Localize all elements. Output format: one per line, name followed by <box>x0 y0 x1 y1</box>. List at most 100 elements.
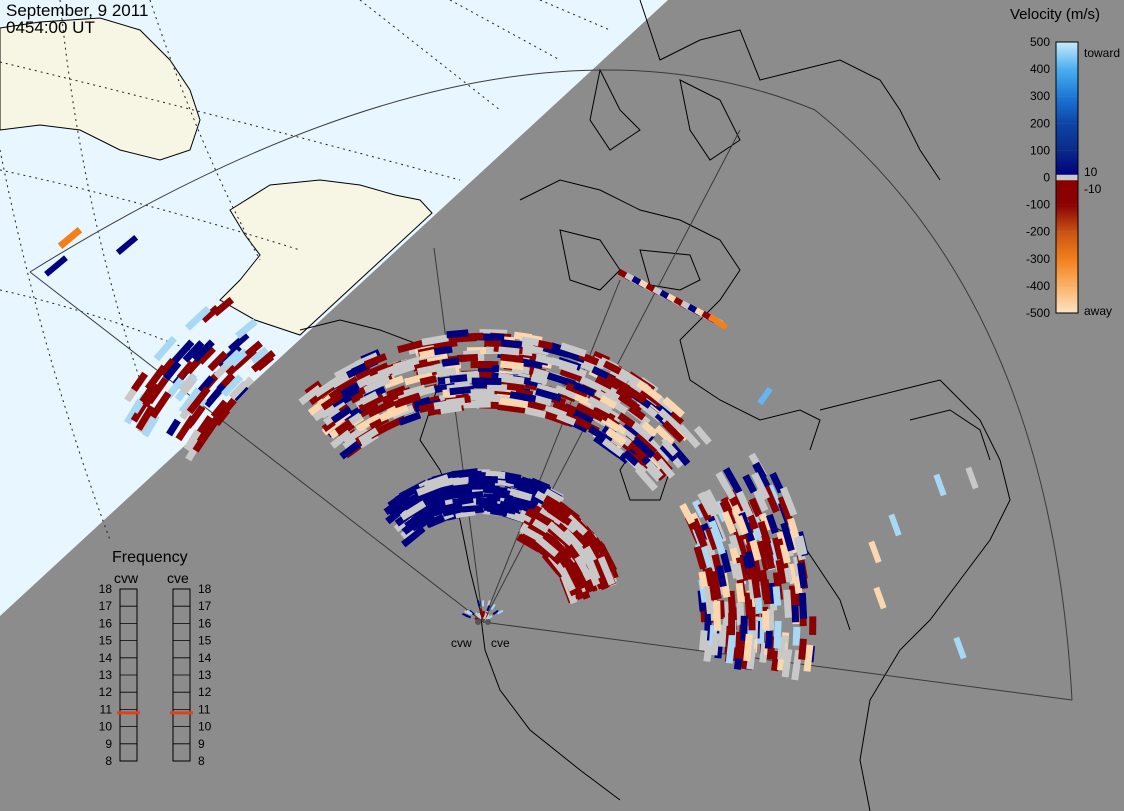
colorbar-segment <box>1056 69 1078 97</box>
date-label: September, 9 2011 <box>6 1 149 20</box>
velocity-cell <box>433 398 465 410</box>
frequency-tick-left: 11 <box>100 702 113 716</box>
velocity-cell <box>732 527 748 557</box>
velocity-cell <box>566 514 588 536</box>
velocity-cell <box>149 391 172 419</box>
velocity-cell <box>641 421 658 437</box>
velocity-cell <box>180 377 197 395</box>
velocity-cell <box>509 488 533 502</box>
velocity-cell <box>762 610 770 630</box>
velocity-cell <box>500 339 523 349</box>
velocity-cell <box>779 543 791 564</box>
velocity-cell <box>792 626 801 646</box>
velocity-cell <box>342 428 362 446</box>
velocity-cell <box>761 579 772 605</box>
velocity-cell <box>490 603 496 611</box>
velocity-cell <box>397 392 421 407</box>
colorbar-tick: -100 <box>1026 198 1050 212</box>
velocity-cell <box>593 557 612 589</box>
radar-site-cvw <box>475 619 481 625</box>
velocity-cell <box>728 612 736 636</box>
velocity-cell <box>359 391 379 406</box>
velocity-cell <box>748 497 763 518</box>
colorbar-tick: 0 <box>1043 171 1050 185</box>
velocity-cell <box>697 491 715 516</box>
radar-site-cve <box>485 619 491 625</box>
velocity-cell <box>521 336 540 347</box>
radar-label-cve: cve <box>491 636 510 650</box>
velocity-cell <box>708 581 719 601</box>
velocity-cell <box>564 350 586 364</box>
velocity-cell <box>358 427 379 444</box>
velocity-cell <box>345 362 370 379</box>
velocity-cell <box>397 339 426 354</box>
velocity-cell <box>500 353 524 363</box>
velocity-cell <box>419 375 438 386</box>
velocity-cell <box>456 353 479 363</box>
velocity-cell <box>633 433 658 456</box>
velocity-cell <box>550 357 579 372</box>
colorbar-segment <box>1056 96 1078 124</box>
frequency-tick-left: 18 <box>99 582 113 596</box>
velocity-cell <box>888 513 902 537</box>
velocity-cell <box>471 475 498 484</box>
velocity-cell <box>605 427 627 446</box>
frequency-tick-right: 14 <box>198 651 212 665</box>
velocity-cell <box>492 609 499 616</box>
velocity-cell <box>781 648 793 678</box>
velocity-cell <box>733 562 744 581</box>
velocity-cell <box>489 503 517 515</box>
velocity-cell <box>728 534 742 557</box>
velocity-cell <box>710 632 720 656</box>
velocity-cell <box>250 346 269 364</box>
velocity-cell <box>721 510 737 535</box>
velocity-cell <box>187 404 206 426</box>
velocity-cell <box>560 342 587 358</box>
velocity-cell <box>757 520 772 545</box>
frequency-tick-right: 18 <box>198 582 212 596</box>
velocity-cell <box>766 513 779 535</box>
velocity-cell <box>443 488 473 501</box>
velocity-cell <box>748 606 756 631</box>
velocity-cell <box>425 513 445 528</box>
velocity-cell <box>355 413 382 433</box>
velocity-cell <box>517 533 543 553</box>
velocity-cell <box>500 360 524 371</box>
velocity-cell <box>228 332 250 353</box>
velocity-cell <box>654 424 675 446</box>
velocity-cell <box>222 349 242 368</box>
velocity-cell <box>497 609 504 615</box>
velocity-cell <box>383 375 405 389</box>
velocity-cell <box>735 490 754 518</box>
velocity-cell <box>594 375 614 390</box>
velocity-cell <box>416 362 446 376</box>
frequency-radar-cvw: cvw <box>114 570 139 586</box>
velocity-cell <box>527 521 555 543</box>
velocity-cell <box>169 339 195 366</box>
graticule <box>0 0 611 541</box>
velocity-cell <box>449 374 468 383</box>
velocity-cell <box>534 511 552 526</box>
velocity-cell <box>659 443 678 463</box>
frequency-tick-left: 15 <box>99 634 113 648</box>
frequency-tick-left: 17 <box>99 599 113 613</box>
velocity-cell <box>558 567 576 592</box>
velocity-cell <box>796 535 808 556</box>
frequency-panel: cvw cve 18 18 17 17 16 16 15 15 14 14 13 13 12 12 11 11… <box>99 570 212 768</box>
velocity-cell <box>791 605 800 623</box>
velocity-cell <box>399 500 427 521</box>
velocity-cell <box>532 518 550 534</box>
frequency-indicator-cvw <box>117 711 140 715</box>
colorbar-tick: 500 <box>1030 35 1050 49</box>
time-label: 0454:00 UT <box>6 18 95 37</box>
velocity-cell <box>483 612 488 620</box>
frequency-tick-right: 16 <box>198 616 212 630</box>
velocity-cell <box>572 381 596 397</box>
frequency-radar-cve: cve <box>167 570 189 586</box>
velocity-cell <box>183 429 202 452</box>
velocity-cell <box>44 255 68 277</box>
velocity-cell <box>255 353 275 372</box>
velocity-cell <box>330 386 360 408</box>
velocity-cell <box>464 614 472 619</box>
colorbar-segment <box>1056 180 1078 205</box>
